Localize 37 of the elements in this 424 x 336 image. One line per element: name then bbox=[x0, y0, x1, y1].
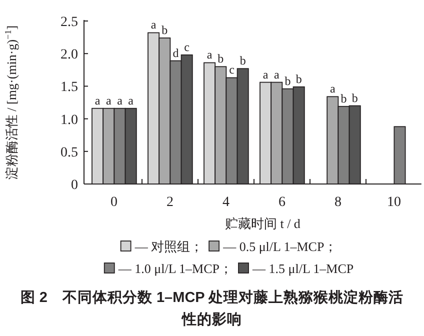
data-label: a bbox=[117, 93, 124, 108]
data-label: c bbox=[184, 40, 190, 54]
x-tick-label: 2 bbox=[166, 195, 174, 210]
legend-label: — 1.5 μl/L 1–MCP bbox=[252, 261, 354, 276]
data-label: b bbox=[296, 72, 302, 86]
y-tick-label: 2.0 bbox=[60, 48, 78, 63]
legend-label: — 0.5 μl/L 1–MCP； bbox=[222, 239, 338, 254]
x-tick-label: 6 bbox=[278, 195, 286, 210]
data-label: a bbox=[206, 48, 213, 62]
data-label: b bbox=[218, 52, 224, 66]
data-label: a bbox=[128, 93, 134, 108]
y-tick-label: 0 bbox=[71, 178, 78, 193]
data-label: c bbox=[229, 62, 234, 77]
data-label: a bbox=[262, 67, 269, 82]
data-label: a bbox=[94, 93, 101, 108]
y-tick-label: 2.5 bbox=[60, 15, 78, 30]
x-tick-label: 8 bbox=[334, 195, 342, 210]
data-label: b bbox=[162, 22, 168, 37]
y-tick-label: 1.5 bbox=[60, 80, 78, 96]
y-tick-label: 1.0 bbox=[60, 112, 78, 128]
data-label: a bbox=[150, 18, 157, 32]
x-tick-label: 0 bbox=[110, 195, 118, 210]
data-label: a bbox=[330, 82, 336, 96]
data-label: b bbox=[240, 54, 246, 68]
x-axis-title: 贮藏时间 t / d bbox=[224, 216, 301, 231]
data-label: b bbox=[284, 74, 291, 88]
legend-label: — 对照组； bbox=[134, 239, 204, 254]
text: 图 2 不同体积分数 1–MCP 处理对藤上熟猕猴桃淀粉酶活性的影响 bbox=[20, 288, 404, 328]
data-label: a bbox=[274, 67, 280, 82]
data-label: b bbox=[340, 91, 347, 106]
legend-label: — 1.0 μl/L 1–MCP； bbox=[117, 261, 232, 276]
data-label: d bbox=[172, 46, 179, 60]
data-label: a bbox=[106, 93, 112, 108]
x-tick-label: 4 bbox=[222, 195, 230, 210]
x-tick-label: 10 bbox=[387, 195, 401, 210]
y-tick-label: 0.5 bbox=[60, 145, 78, 160]
data-label: b bbox=[352, 90, 358, 105]
